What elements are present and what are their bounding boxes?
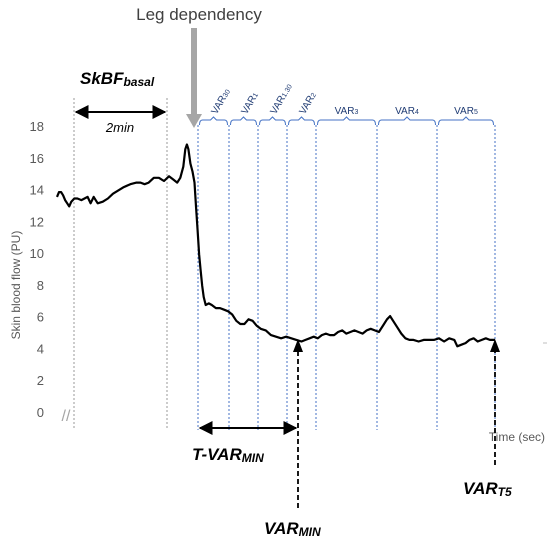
phase-label: VAR4 [395, 106, 419, 117]
axis-break-mark: // [62, 408, 71, 425]
y-tick-label: 6 [37, 310, 44, 325]
basal-duration-label: 2min [105, 120, 134, 135]
phase-label: VAR5 [454, 106, 478, 117]
phase-bracket [438, 116, 494, 126]
y-tick-label: 0 [37, 405, 44, 420]
t-varmin-label: T-VARMIN [192, 445, 264, 465]
t-varmin-sub: MIN [242, 451, 264, 465]
y-axis-title: Skin blood flow (PU) [9, 231, 23, 340]
vart5-pointer-head [490, 339, 500, 352]
basal-window-lines [73, 98, 168, 430]
varmin-label: VARMIN [264, 519, 321, 539]
phase-bracket [288, 116, 315, 126]
phase-bracket [317, 116, 376, 126]
y-tick-label: 14 [30, 183, 44, 198]
phase-bracket [378, 116, 436, 126]
leg-dependency-arrow-head [186, 114, 202, 128]
phase-label: VAR1.30 [269, 82, 295, 117]
skbf-basal-label: SkBFbasal [80, 69, 155, 89]
y-tick-label: 16 [30, 151, 44, 166]
chart-title: Leg dependency [136, 5, 262, 24]
phase-bracket [230, 116, 257, 126]
phase-label: VAR1 [240, 90, 261, 116]
y-tick-label: 18 [30, 119, 44, 134]
phase-boundary-lines [197, 125, 496, 430]
phase-bracket [199, 116, 228, 126]
varmin-base: VAR [264, 519, 299, 538]
varmin-sub: MIN [299, 525, 321, 539]
vart5-base: VAR [463, 479, 498, 498]
vart5-sub: T5 [498, 485, 512, 499]
y-tick-label: 8 [37, 278, 44, 293]
series-line [55, 143, 495, 348]
leg-dependency-arrow-shaft [191, 28, 197, 116]
y-tick-label: 12 [30, 214, 44, 229]
y-tick-labels: 0 2 4 6 8 10 12 14 16 18 [30, 119, 44, 420]
y-tick-label: 10 [30, 246, 44, 261]
phase-label: VAR3 [335, 106, 359, 117]
vart5-label: VART5 [463, 479, 512, 499]
y-tick-label: 2 [37, 373, 44, 388]
phase-label: VAR30 [210, 87, 233, 117]
skbf-basal-base: SkBF [80, 69, 124, 88]
skbf-basal-sub: basal [123, 75, 154, 89]
phase-bracket [259, 116, 286, 126]
varmin-pointer-head [293, 339, 303, 352]
phase-label: VAR2 [298, 90, 319, 116]
t-varmin-base: T-VAR [192, 445, 242, 464]
x-axis-title: Time (sec) [489, 430, 545, 444]
y-tick-label: 4 [37, 341, 44, 356]
